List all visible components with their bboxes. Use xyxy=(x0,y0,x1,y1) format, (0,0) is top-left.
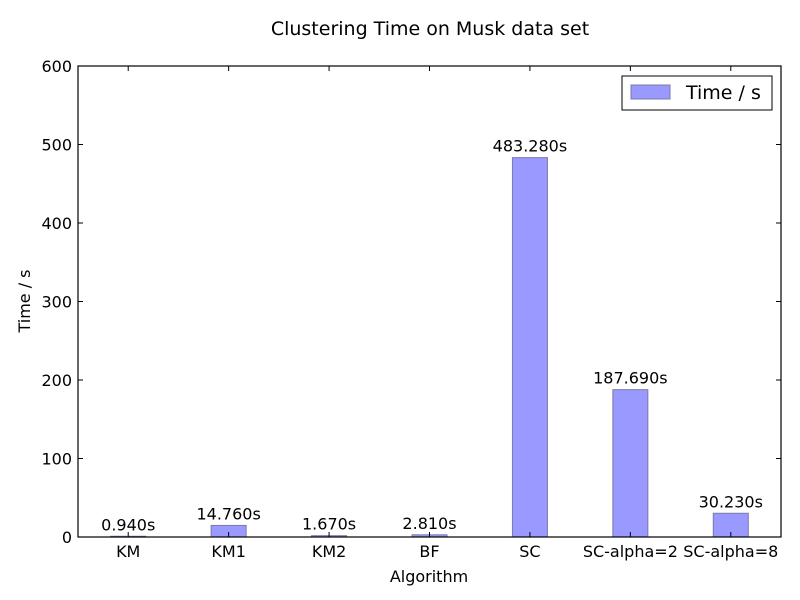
y-tick-label: 600 xyxy=(41,57,72,76)
data-label: 2.810s xyxy=(402,514,456,533)
x-tick-label: KM1 xyxy=(211,542,245,561)
y-tick-label: 200 xyxy=(41,371,72,390)
y-axis: 0 100 200 300 400 500 600 xyxy=(41,57,781,547)
y-tick-label: 300 xyxy=(41,293,72,312)
bar xyxy=(612,389,649,538)
legend: Time / s xyxy=(621,75,773,111)
y-tick-label: 500 xyxy=(41,136,72,155)
y-tick-label: 400 xyxy=(41,214,72,233)
y-axis-label: Time / s xyxy=(15,269,34,333)
data-label: 483.280s xyxy=(493,137,568,156)
data-label: 187.690s xyxy=(593,369,668,388)
data-label: 1.670s xyxy=(302,515,356,534)
data-label: 30.230s xyxy=(699,492,763,511)
x-tick-label: SC-alpha=2 xyxy=(583,542,678,561)
legend-label: Time / s xyxy=(685,82,761,104)
plot-frame xyxy=(77,65,782,538)
plot-area: 0.940s 14.760s 1.670s 2.810s 483.280s 187.690… xyxy=(101,137,763,538)
y-tick-label: 0 xyxy=(62,528,72,547)
x-tick-label: BF xyxy=(419,542,439,561)
data-label: 14.760s xyxy=(196,504,260,523)
y-tick-label: 100 xyxy=(41,450,72,469)
bar xyxy=(511,157,548,538)
data-label: 0.940s xyxy=(101,515,155,534)
x-tick-label: KM2 xyxy=(312,542,346,561)
x-tick-label: KM xyxy=(116,542,140,561)
x-axis-label: Algorithm xyxy=(390,567,468,586)
legend-swatch xyxy=(630,84,671,100)
chart-title: Clustering Time on Musk data set xyxy=(271,18,589,40)
x-axis: KM KM1 KM2 BF SC SC-alpha=2 SC-alpha=8 xyxy=(116,66,778,561)
x-tick-label: SC xyxy=(519,542,540,561)
x-tick-label: SC-alpha=8 xyxy=(683,542,778,561)
